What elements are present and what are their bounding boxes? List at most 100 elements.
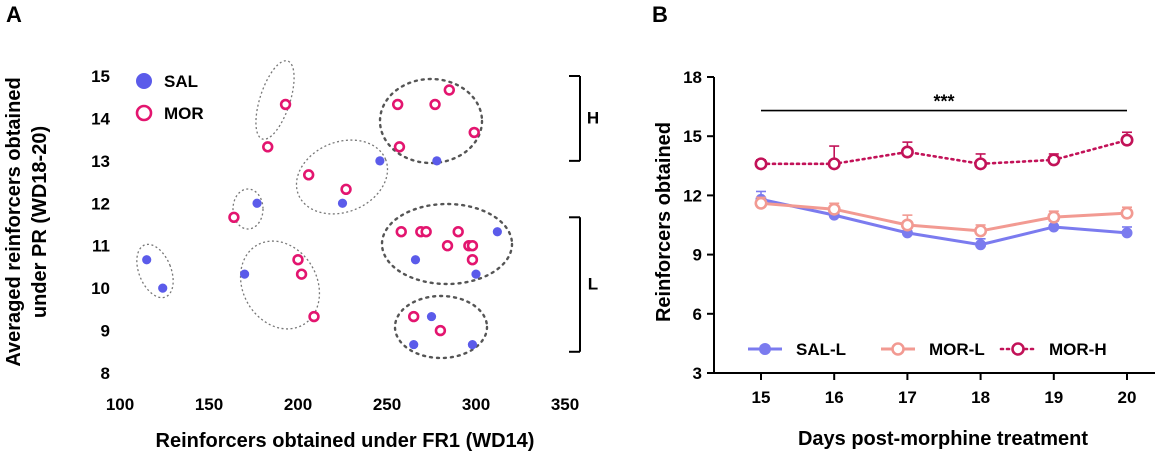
mor-point [466,254,479,266]
y-tick-label: 10 [91,279,110,298]
mor-point [429,98,441,111]
sal-point [467,339,478,350]
x-tick-label: 20 [1118,388,1137,407]
line-x-axis-title: Days post-morphine treatment [798,428,1088,450]
mor-point [420,226,432,238]
cluster-outline [393,294,489,360]
line-chart: 3 6 9 12 15 18 15 16 17 18 19 20 *** SAL-L MOR-L MOR-… [653,68,1155,450]
data-point [1047,153,1061,167]
mor-point [395,226,407,238]
cluster-outline [239,240,321,330]
data-point [754,157,768,171]
data-point [827,157,841,171]
scatter-y-axis-title-line2: under PR (WD18-20) [29,126,51,318]
x-tick-label: 19 [1044,388,1063,407]
y-tick-label: 13 [91,152,110,171]
mor-point [308,310,320,323]
x-tick-label: 150 [195,395,223,414]
mor-point [228,211,240,223]
cluster-outline [378,77,484,165]
bracket-label: H [587,108,599,127]
cluster-outline [295,139,389,215]
sal-point [409,339,419,350]
sal-point [337,198,348,208]
x-tick-label: 200 [284,395,312,414]
x-tick-label: 15 [752,388,771,407]
series-line-mor-h [759,138,1129,166]
data-point [1120,133,1134,147]
y-tick-label: 12 [683,186,702,205]
legend-label: MOR-H [1049,340,1107,359]
y-tick-label: 18 [683,68,702,87]
data-point [1120,206,1134,220]
legend-label: MOR-L [929,340,985,359]
data-point [900,218,914,232]
x-tick-label: 16 [825,388,844,407]
mor-point [466,240,479,252]
cluster-outline [380,202,514,286]
line-series [754,131,1134,251]
x-tick-label: 17 [898,388,917,407]
y-tick-label: 15 [683,127,702,146]
sal-point [142,255,152,265]
legend-marker [759,343,771,355]
significance-label: *** [933,92,954,112]
data-point [974,224,988,238]
line-y-axis-title: Reinforcers obtained [653,122,675,322]
sal-point [240,269,250,279]
mor-point [279,98,292,111]
x-tick-label: 300 [462,395,490,414]
legend-marker [1011,342,1025,356]
significance-marker: *** [761,92,1127,112]
mor-point [408,310,420,323]
mor-point [468,126,480,139]
x-tick-label: 250 [373,395,401,414]
y-tick-label: 9 [693,246,702,265]
legend-label: SAL [164,72,198,91]
data-point [827,202,841,216]
mor-point [391,98,404,111]
data-point [1047,210,1061,224]
scatter-axes: 100 150 200 250 300 350 8 9 10 11 12 13 14 15 [91,67,579,414]
data-point [900,145,914,159]
series-line-mor-l [760,201,1128,233]
mor-point [452,226,464,238]
sal-point [426,311,437,322]
y-tick-label: 3 [693,364,702,383]
group-brackets: HL [569,75,599,353]
sal-point [492,227,502,237]
sal-point [471,269,481,279]
data-point [975,239,987,251]
x-tick-label: 18 [971,388,990,407]
scatter-y-axis-title-line1: Averaged reinforcers obtained [3,77,25,366]
mor-point [443,84,455,96]
mor-point [292,254,304,266]
x-tick-label: 100 [106,395,134,414]
scatter-legend: SAL MOR [135,72,204,123]
sal-point [375,156,385,166]
sal-point [158,283,168,293]
sal-point [432,156,442,166]
legend-marker-mor [135,104,153,122]
scatter-x-axis-title: Reinforcers obtained under FR1 (WD14) [156,430,535,452]
line-legend: SAL-L MOR-L MOR-H [748,340,1107,359]
mor-point [434,324,447,337]
cluster-outline [232,188,264,230]
legend-marker [891,342,905,356]
data-point [754,196,768,210]
x-tick-label: 350 [551,395,579,414]
data-point [1048,221,1060,233]
y-tick-label: 15 [91,67,110,86]
panel-b-letter: B [652,2,668,27]
legend-marker-sal [136,73,152,89]
y-tick-label: 9 [101,322,110,341]
scatter-points [142,84,502,350]
cluster-outline [255,60,295,140]
legend-label: MOR [164,104,204,123]
cluster-outlines [136,60,514,360]
y-tick-label: 11 [92,237,110,256]
legend-label: SAL-L [796,340,846,359]
mor-point [393,141,406,153]
sal-point [252,198,262,208]
y-tick-label: 12 [91,194,110,213]
